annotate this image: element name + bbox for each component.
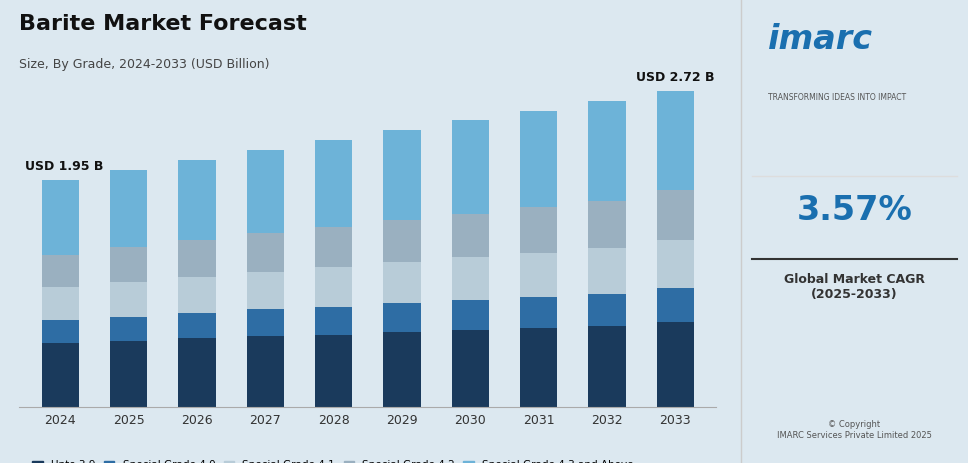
Bar: [315, 335, 352, 407]
Text: Barite Market Forecast: Barite Market Forecast: [19, 14, 307, 34]
Bar: [110, 341, 147, 407]
Bar: [247, 337, 285, 407]
Bar: [383, 262, 421, 303]
Bar: [178, 338, 216, 407]
Bar: [42, 255, 79, 288]
Text: Size, By Grade, 2024-2033 (USD Billion): Size, By Grade, 2024-2033 (USD Billion): [19, 58, 270, 71]
Bar: [589, 294, 625, 326]
Bar: [42, 288, 79, 320]
Bar: [42, 180, 79, 255]
Text: imarc: imarc: [768, 23, 873, 56]
Text: Global Market CAGR
(2025-2033): Global Market CAGR (2025-2033): [784, 273, 924, 301]
Legend: Upto 3.9, Special Grade 4.0, Special Grade 4.1, Special Grade 4.2, Special Grade: Upto 3.9, Special Grade 4.0, Special Gra…: [28, 456, 638, 463]
Bar: [178, 313, 216, 338]
Bar: [589, 326, 625, 407]
Bar: [589, 248, 625, 294]
Bar: [178, 160, 216, 240]
Text: © Copyright
IMARC Services Private Limited 2025: © Copyright IMARC Services Private Limit…: [777, 420, 931, 440]
Bar: [520, 111, 558, 207]
Bar: [383, 131, 421, 220]
Bar: [247, 233, 285, 272]
Bar: [315, 140, 352, 226]
Bar: [247, 272, 285, 309]
Bar: [315, 226, 352, 267]
Bar: [42, 320, 79, 344]
Bar: [383, 303, 421, 332]
Bar: [520, 253, 558, 297]
Text: 3.57%: 3.57%: [797, 194, 912, 227]
Bar: [110, 317, 147, 341]
Bar: [656, 91, 694, 190]
Bar: [451, 213, 489, 257]
Bar: [589, 100, 625, 201]
Bar: [451, 257, 489, 300]
Bar: [451, 330, 489, 407]
Bar: [656, 288, 694, 322]
Bar: [656, 190, 694, 240]
Bar: [383, 220, 421, 262]
Bar: [178, 277, 216, 313]
Bar: [110, 170, 147, 248]
Bar: [247, 309, 285, 337]
Bar: [315, 307, 352, 335]
Text: USD 1.95 B: USD 1.95 B: [25, 160, 104, 173]
Bar: [656, 240, 694, 288]
Bar: [42, 344, 79, 407]
Bar: [520, 207, 558, 253]
Bar: [520, 297, 558, 328]
Text: USD 2.72 B: USD 2.72 B: [636, 70, 714, 84]
Bar: [451, 300, 489, 330]
Bar: [589, 201, 625, 248]
Text: TRANSFORMING IDEAS INTO IMPACT: TRANSFORMING IDEAS INTO IMPACT: [768, 93, 906, 101]
Bar: [656, 322, 694, 407]
Bar: [451, 120, 489, 213]
Bar: [315, 267, 352, 307]
Bar: [178, 240, 216, 277]
Bar: [110, 282, 147, 317]
Bar: [383, 332, 421, 407]
Bar: [520, 328, 558, 407]
Bar: [110, 248, 147, 282]
Bar: [247, 150, 285, 233]
